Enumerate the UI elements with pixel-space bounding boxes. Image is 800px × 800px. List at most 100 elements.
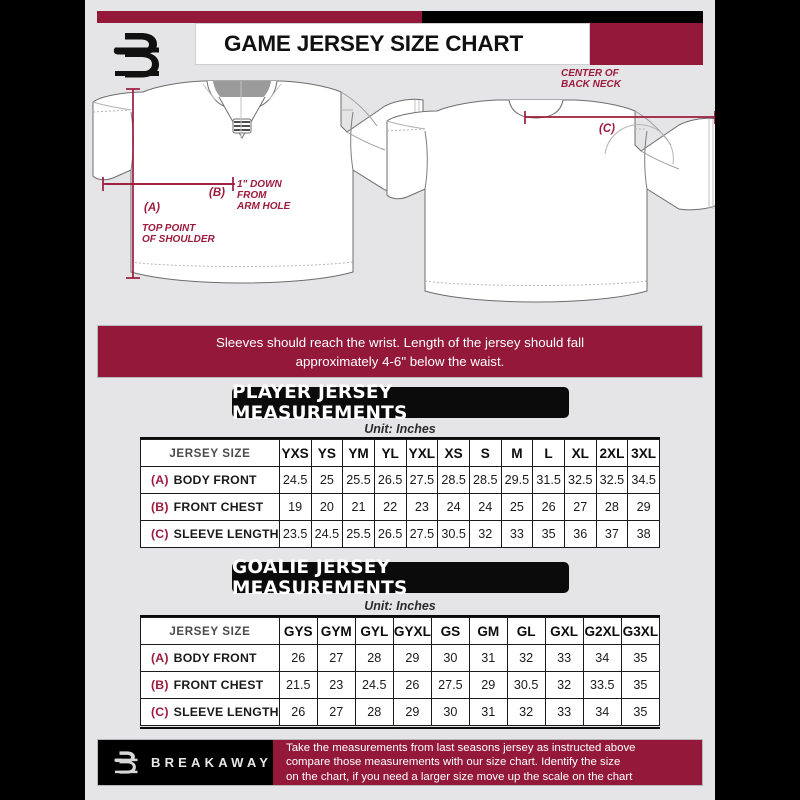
measurement-cell: 23 [316, 671, 356, 699]
table-row: (B) FRONT CHEST 19 20 21 22 23 24 24 25 26 27 28 29 [140, 493, 660, 521]
page-title: GAME JERSEY SIZE CHART [224, 31, 523, 56]
measurement-cell: 28.5 [468, 466, 502, 494]
measurement-cell: 33 [544, 698, 584, 726]
size-column-header: YM [342, 439, 375, 467]
measurement-cell: 25 [500, 493, 534, 521]
title-accent-block [590, 23, 703, 65]
measurement-row-label: (C) SLEEVE LENGTH [140, 698, 280, 726]
measurement-cell: 27 [316, 698, 356, 726]
goalie-section-heading: GOALIE JERSEY MEASUREMENTS [232, 557, 569, 599]
measurement-cell: 34 [582, 644, 622, 672]
measurement-cell: 29.5 [500, 466, 534, 494]
measurement-cell: 38 [627, 520, 660, 548]
measurement-cell: 32 [544, 671, 584, 699]
measurement-cell: 26 [278, 644, 318, 672]
size-column-header: L [532, 439, 565, 467]
measurement-cell: 24 [468, 493, 502, 521]
fit-note-line-1: Sleeves should reach the wrist. Length o… [215, 334, 585, 350]
footer-instruction-line-1: Take the measurements from last seasons … [286, 741, 636, 754]
measurement-cell: 30.5 [506, 671, 546, 699]
table-header-row: JERSEY SIZE GYS GYM GYL GYXL GS GM GL GXL G2XL G3X… [140, 617, 661, 645]
page-title-box: GAME JERSEY SIZE CHART [195, 23, 590, 65]
measurement-cell: 29 [392, 644, 432, 672]
player-section-heading-text: PLAYER JERSEY MEASUREMENTS [232, 381, 408, 424]
measurement-cell: 23 [405, 493, 439, 521]
measurement-cell: 20 [310, 493, 344, 521]
fit-note-banner: Sleeves should reach the wrist. Length o… [97, 325, 703, 378]
size-column-header: GM [468, 617, 508, 645]
size-column-header: GYM [316, 617, 356, 645]
footer-brand-block: BREAKAWAY [98, 740, 273, 785]
player-unit-label: Unit: Inches [364, 422, 436, 436]
label-a-desc-2: OF SHOULDER [142, 234, 216, 245]
measurement-cell: 32.5 [595, 466, 629, 494]
jersey-size-header: JERSEY SIZE [140, 439, 280, 467]
top-accent-bar-maroon [97, 11, 422, 23]
measurement-cell: 30 [430, 644, 470, 672]
measurement-cell: 24.5 [278, 466, 312, 494]
measurement-cell: 35 [620, 671, 661, 699]
measurement-cell: 28 [595, 493, 629, 521]
footer-instruction-line-3: on the chart, if you need a larger size … [286, 770, 633, 783]
measurement-cell: 25.5 [342, 520, 375, 548]
footer-brand-name: BREAKAWAY [151, 755, 273, 770]
measurement-row-label: (A) BODY FRONT [140, 644, 280, 672]
goalie-unit-label: Unit: Inches [364, 599, 436, 613]
measurement-row-label: (C) SLEEVE LENGTH [140, 520, 280, 548]
jersey-size-header: JERSEY SIZE [140, 617, 280, 645]
front-jersey-illustration [92, 80, 424, 284]
measurement-cell: 32 [468, 520, 502, 548]
page-header: GAME JERSEY SIZE CHART [85, 23, 715, 78]
back-measure-line [524, 111, 715, 124]
measurement-cell: 32 [506, 698, 546, 726]
size-column-header: YXL [405, 439, 439, 467]
measurement-cell: 30 [430, 698, 470, 726]
measurement-cell: 23.5 [278, 520, 312, 548]
size-column-header: YXS [278, 439, 312, 467]
size-column-header: G3XL [620, 617, 661, 645]
measurement-tag: (C) [151, 527, 169, 541]
footer-instruction-line-2: compare those measurements with our size… [286, 756, 621, 769]
size-column-header: YS [310, 439, 344, 467]
size-column-header: GYS [278, 617, 318, 645]
measurement-tag: (B) [151, 678, 169, 692]
table-row: (C) SLEEVE LENGTH 26 27 28 29 30 31 32 33 34 35 [140, 698, 661, 726]
goalie-table-bottom-rule [140, 727, 660, 729]
measurement-tag: (A) [151, 651, 169, 665]
label-b-desc-1: 1" DOWN [237, 179, 283, 190]
measurement-cell: 35 [532, 520, 565, 548]
size-column-header: XS [437, 439, 470, 467]
measurement-cell: 27 [316, 644, 356, 672]
size-column-header: 3XL [627, 439, 660, 467]
measurement-cell: 35 [620, 698, 661, 726]
measurement-row-label: (B) FRONT CHEST [140, 671, 280, 699]
document-sheet: GAME JERSEY SIZE CHART [85, 0, 715, 800]
label-c: (C) [599, 123, 615, 135]
size-column-header: GL [506, 617, 546, 645]
size-column-header: S [468, 439, 502, 467]
measurement-cell: 35 [620, 644, 661, 672]
goalie-measurements-table: JERSEY SIZE GYS GYM GYL GYXL GS GM GL GXL G2XL G3X… [140, 617, 661, 726]
measurement-cell: 31 [468, 698, 508, 726]
goalie-section-heading-text: GOALIE JERSEY MEASUREMENTS [232, 556, 408, 599]
measurement-cell: 36 [563, 520, 597, 548]
measurement-cell: 26.5 [373, 466, 407, 494]
goalie-table-top-rule [140, 615, 660, 617]
table-row: (A) BODY FRONT 26 27 28 29 30 31 32 33 34 35 [140, 644, 661, 672]
size-column-header: GYXL [392, 617, 432, 645]
label-a-desc-1: TOP POINT [142, 223, 196, 234]
label-a: (A) [144, 202, 160, 214]
size-column-header: YL [373, 439, 407, 467]
player-section-heading: PLAYER JERSEY MEASUREMENTS [232, 382, 569, 424]
measurement-cell: 21.5 [278, 671, 318, 699]
size-column-header: 2XL [595, 439, 629, 467]
measurement-cell: 32 [506, 644, 546, 672]
measurement-cell: 28.5 [437, 466, 470, 494]
size-column-header: GS [430, 617, 470, 645]
measurement-tag: (A) [151, 473, 169, 487]
measurement-cell: 32.5 [563, 466, 597, 494]
measurement-tag: (B) [151, 500, 169, 514]
jersey-diagram: (A) TOP POINT OF SHOULDER (B) 1" DOWN FR… [85, 66, 715, 316]
measurement-cell: 26 [392, 671, 432, 699]
